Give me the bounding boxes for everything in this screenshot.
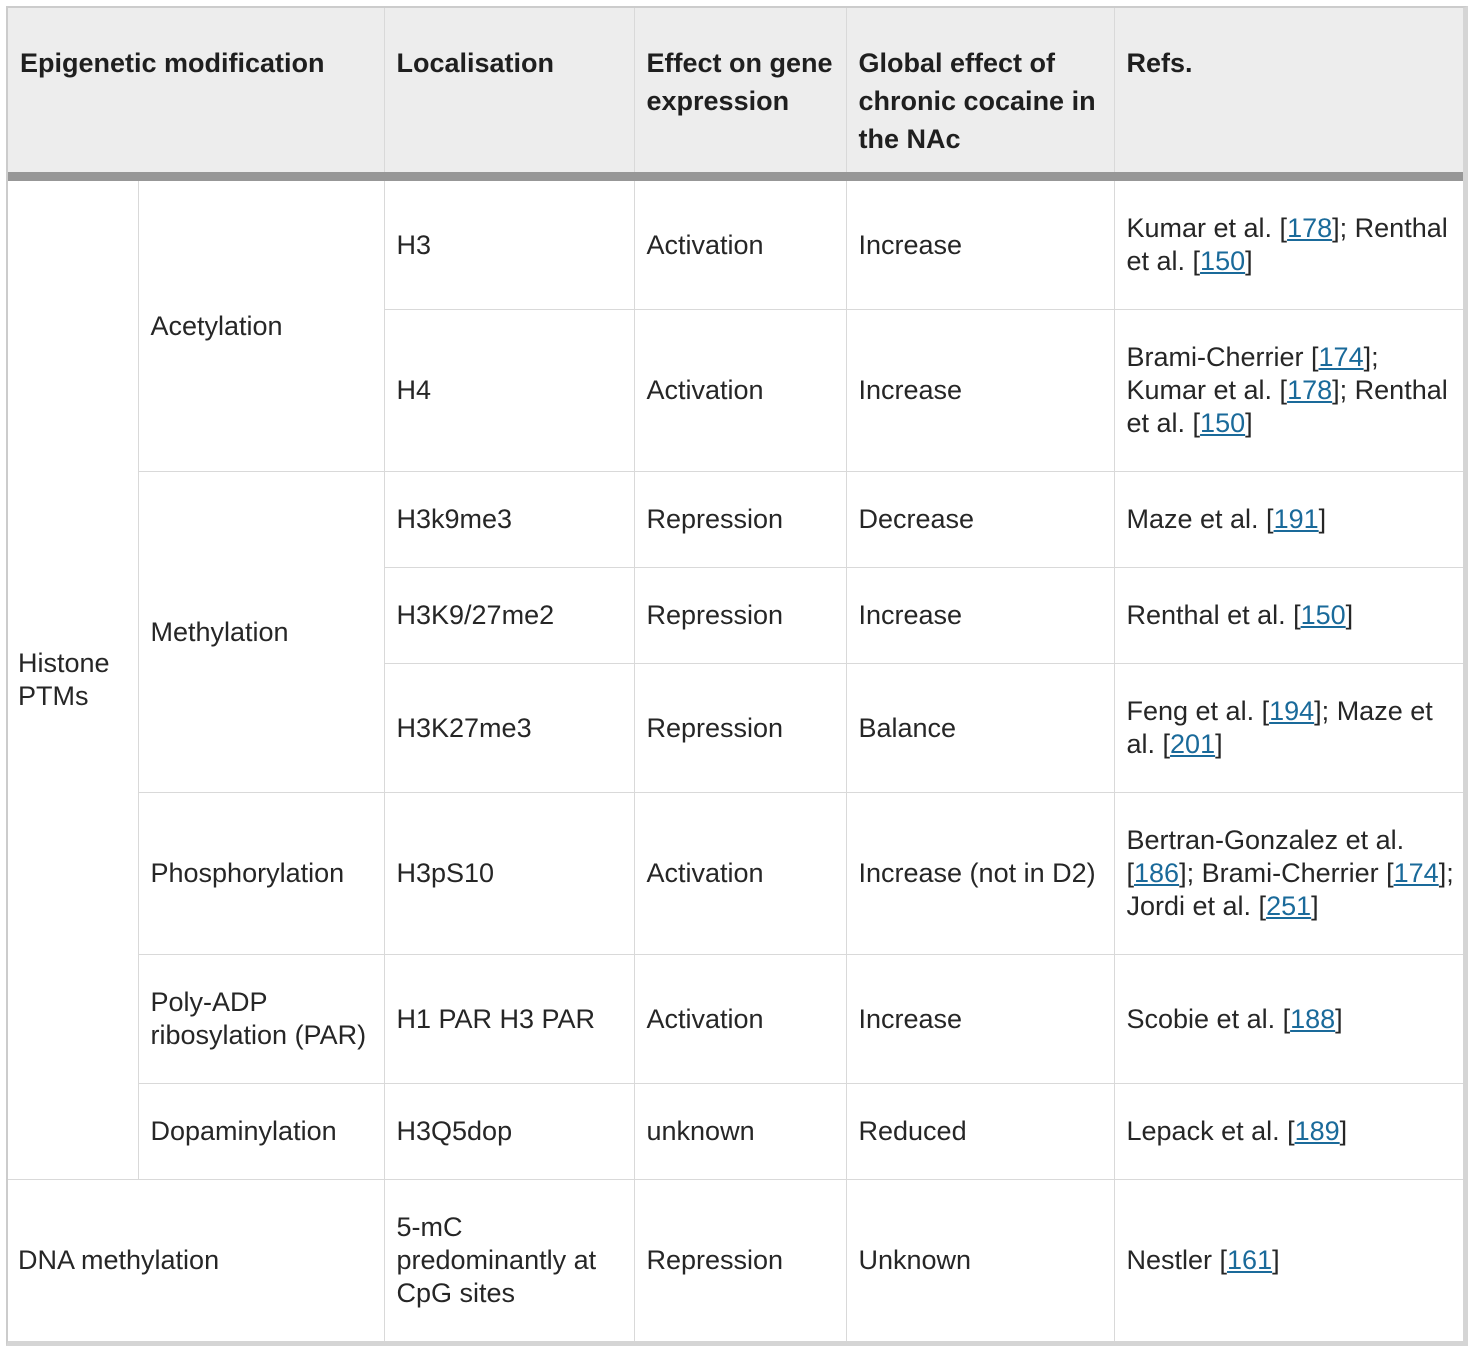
effect-on-gene-expression-cell: Activation [633, 176, 847, 310]
table-row: Methylation H3k9me3 Repression Decrease Maze… [8, 471, 1463, 793]
ref-link[interactable]: 201 [1170, 729, 1216, 759]
ref-link[interactable]: 189 [1294, 1116, 1340, 1146]
refs-cell: Renthal et al. [150] [1113, 567, 1463, 664]
ref-link[interactable]: 251 [1266, 891, 1312, 921]
global-effect-cell: Reduced [845, 1083, 1115, 1180]
ref-link[interactable]: 174 [1318, 342, 1364, 372]
ref-link[interactable]: 150 [1200, 246, 1246, 276]
localisation-cell: 5-mC predominantly at CpG sites [383, 1179, 635, 1341]
refs-cell: Bertran-Gonzalez et al. [186]; Brami-Che… [1113, 792, 1463, 955]
col-header-refs: Refs. [1113, 8, 1463, 181]
col-header-effect-on-gene-expression: Effect on gene expression [633, 8, 847, 181]
modification-subtype-cell: Methylation [137, 471, 385, 793]
ref-link[interactable]: 191 [1273, 504, 1319, 534]
effect-on-gene-expression-cell: unknown [633, 1083, 847, 1180]
refs-cell: Feng et al. [194]; Maze et al. [201] [1113, 663, 1463, 793]
localisation-cell: H3K9/27me2 [383, 567, 635, 664]
table-row: DNA methylation 5-mC predominantly at CpG… [8, 1179, 1463, 1341]
ref-link[interactable]: 188 [1290, 1003, 1336, 1034]
modification-subtype-cell: Acetylation [137, 176, 385, 472]
effect-on-gene-expression-cell: Repression [633, 663, 847, 793]
table-body: Histone PTMs Acetylation H3 Activation Incre… [8, 176, 1463, 1341]
table-header: Epigenetic modification Localisation Eff… [8, 8, 1463, 181]
localisation-cell: H3k9me3 [383, 471, 635, 568]
global-effect-cell: Balance [845, 663, 1115, 793]
global-effect-cell: Unknown [845, 1179, 1115, 1341]
global-effect-cell: Decrease [845, 471, 1115, 568]
modification-subtype-cell: Phosphorylation [137, 792, 385, 955]
modification-subtype-cell: Poly-ADP ribosylation (PAR) [137, 954, 385, 1084]
refs-cell: Maze et al. [191] [1113, 471, 1463, 568]
effect-on-gene-expression-cell: Activation [633, 792, 847, 955]
ref-link[interactable]: 178 [1287, 375, 1333, 405]
modification-subtype-cell: Dopaminylation [137, 1083, 385, 1180]
effect-on-gene-expression-cell: Activation [633, 954, 847, 1084]
global-effect-cell: Increase [845, 954, 1115, 1084]
col-header-global-effect: Global effect of chronic cocaine in the … [845, 8, 1115, 181]
effect-on-gene-expression-cell: Repression [633, 471, 847, 568]
effect-on-gene-expression-cell: Repression [633, 1179, 847, 1341]
table-row: H4 Activation Increase Brami-Cherrier [174]… [8, 309, 1463, 472]
ref-link[interactable]: 150 [1300, 600, 1346, 630]
refs-cell: Lepack et al. [189] [1113, 1083, 1463, 1180]
localisation-cell: H4 [383, 309, 635, 472]
header-row: Epigenetic modification Localisation Eff… [8, 8, 1463, 181]
table-row: H3K9/27me2 Repression Increase Renthal et a… [8, 567, 1463, 664]
table-row: Histone PTMs Acetylation H3 Activation Incre… [8, 176, 1463, 1180]
localisation-cell: H1 PAR H3 PAR [383, 954, 635, 1084]
effect-on-gene-expression-cell: Activation [633, 309, 847, 472]
epigenetic-modifications-table: Epigenetic modification Localisation Eff… [8, 8, 1463, 1341]
modification-group-cell: Histone PTMs [8, 176, 139, 1180]
ref-link[interactable]: 186 [1134, 858, 1180, 888]
col-header-epigenetic-modification: Epigenetic modification [8, 8, 385, 181]
refs-cell: Brami-Cherrier [174]; Kumar et al. [178]… [1113, 309, 1463, 472]
global-effect-cell: Increase [845, 309, 1115, 472]
global-effect-cell: Increase (not in D2) [845, 792, 1115, 955]
refs-cell: Scobie et al. [188] [1113, 954, 1463, 1084]
table-row: Phosphorylation H3pS10 Activation Increase … [8, 792, 1463, 955]
table-container: Epigenetic modification Localisation Eff… [6, 6, 1468, 1346]
table-row: H3K27me3 Repression Balance Feng et al. [19… [8, 663, 1463, 793]
ref-link[interactable]: 194 [1269, 696, 1315, 726]
global-effect-cell: Increase [845, 567, 1115, 664]
table-row: Dopaminylation H3Q5dop unknown Reduced Lepac… [8, 1083, 1463, 1180]
global-effect-cell: Increase [845, 176, 1115, 310]
modification-group-cell: DNA methylation [8, 1179, 385, 1341]
effect-on-gene-expression-cell: Repression [633, 567, 847, 664]
ref-link[interactable]: 150 [1200, 408, 1246, 438]
ref-link[interactable]: 174 [1393, 858, 1439, 888]
localisation-cell: H3Q5dop [383, 1083, 635, 1180]
localisation-cell: H3 [383, 176, 635, 310]
ref-link[interactable]: 161 [1227, 1245, 1273, 1275]
table-row: Poly-ADP ribosylation (PAR) H1 PAR H3 PAR… [8, 954, 1463, 1084]
localisation-cell: H3pS10 [383, 792, 635, 955]
refs-cell: Nestler [161] [1113, 1179, 1463, 1341]
refs-cell: Kumar et al. [178]; Renthal et al. [150] [1113, 176, 1463, 310]
localisation-cell: H3K27me3 [383, 663, 635, 793]
col-header-localisation: Localisation [383, 8, 635, 181]
ref-link[interactable]: 178 [1287, 213, 1333, 243]
